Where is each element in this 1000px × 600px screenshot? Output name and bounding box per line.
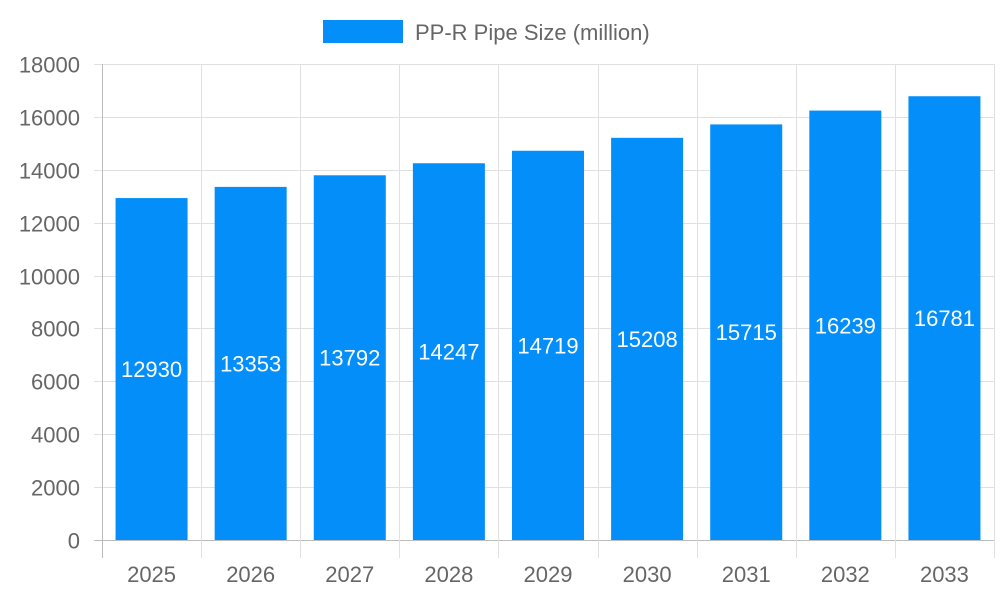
x-tick-label: 2030 bbox=[623, 562, 672, 587]
data-label: 13792 bbox=[319, 346, 380, 371]
data-label: 16781 bbox=[914, 306, 975, 331]
bar bbox=[313, 175, 386, 540]
x-tick-label: 2026 bbox=[226, 562, 275, 587]
x-tick-label: 2029 bbox=[524, 562, 573, 587]
data-label: 13353 bbox=[220, 351, 281, 376]
x-tick-label: 2031 bbox=[722, 562, 771, 587]
x-tick-label: 2032 bbox=[821, 562, 870, 587]
y-tick-label: 10000 bbox=[19, 265, 80, 290]
data-label: 14719 bbox=[517, 333, 578, 358]
data-label: 12930 bbox=[121, 357, 182, 382]
y-tick-label: 0 bbox=[68, 529, 80, 554]
y-tick-label: 6000 bbox=[31, 370, 80, 395]
y-tick-label: 8000 bbox=[31, 317, 80, 342]
data-label: 14247 bbox=[418, 340, 479, 365]
y-tick-label: 12000 bbox=[19, 212, 80, 237]
bar bbox=[512, 150, 584, 540]
x-tick-label: 2033 bbox=[920, 562, 969, 587]
y-tick-label: 14000 bbox=[19, 159, 80, 184]
x-tick-label: 2028 bbox=[424, 562, 473, 587]
bar bbox=[908, 96, 981, 540]
bar bbox=[710, 124, 783, 541]
bar bbox=[809, 110, 882, 540]
bars: 12930 13353 13792 14247 14719 15208 15715 16239… bbox=[115, 96, 981, 541]
y-tick-label: 18000 bbox=[19, 53, 80, 78]
x-tick-label: 2025 bbox=[127, 562, 176, 587]
legend[interactable]: PP-R Pipe Size (million) bbox=[323, 20, 650, 45]
y-tick-label: 16000 bbox=[19, 106, 80, 131]
legend-label: PP-R Pipe Size (million) bbox=[415, 20, 650, 45]
y-tick-label: 2000 bbox=[31, 476, 80, 501]
bar bbox=[412, 163, 485, 540]
y-tick-label: 4000 bbox=[31, 423, 80, 448]
data-label: 15715 bbox=[716, 320, 777, 345]
axes: 0 2000 4000 6000 8000 10000 12000 14000 16000 180… bbox=[19, 53, 969, 588]
data-label: 15208 bbox=[617, 327, 678, 352]
bar bbox=[115, 198, 188, 540]
bar bbox=[214, 186, 287, 540]
x-tick-label: 2027 bbox=[325, 562, 374, 587]
data-label: 16239 bbox=[815, 313, 876, 338]
bar bbox=[611, 137, 684, 540]
legend-swatch bbox=[323, 20, 403, 43]
